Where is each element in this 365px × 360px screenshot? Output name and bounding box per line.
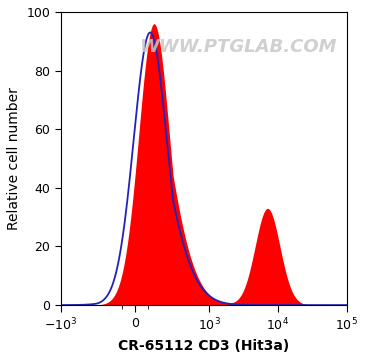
Text: WWW.PTGLAB.COM: WWW.PTGLAB.COM [139,38,337,56]
X-axis label: CR-65112 CD3 (Hit3a): CR-65112 CD3 (Hit3a) [118,339,289,353]
Y-axis label: Relative cell number: Relative cell number [7,87,21,230]
